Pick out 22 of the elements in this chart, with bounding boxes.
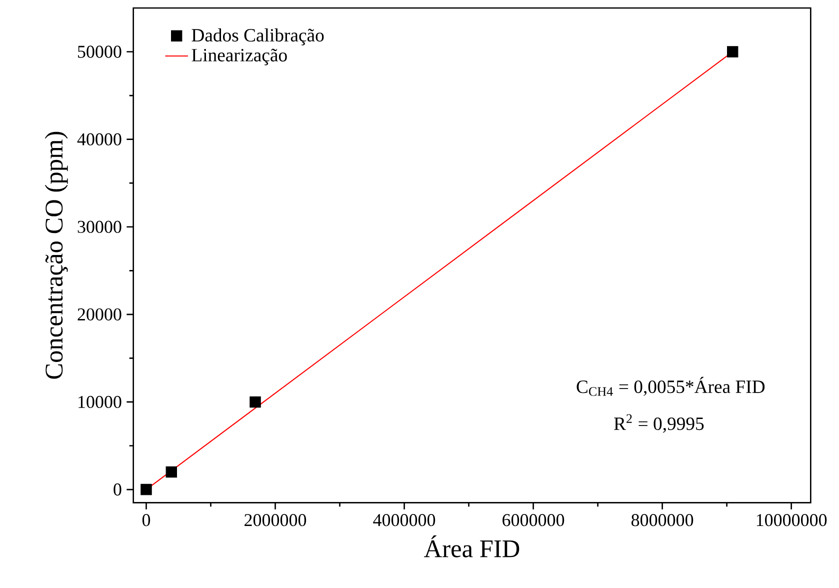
x-axis-title: Área FID [424, 535, 520, 558]
point [250, 396, 261, 408]
point [140, 484, 152, 496]
annotation: R$^{2}$ = 0,9995 [614, 414, 704, 433]
legend-label: Linearização [192, 48, 287, 66]
point [727, 46, 738, 58]
y-axis-title: Concentração CO (ppm) [44, 132, 68, 379]
legend-label: Dados Calibração [192, 28, 324, 46]
x-tick-label: 2000000 [244, 514, 306, 526]
y-tick-label: 0 [114, 483, 122, 496]
y-tick-label: 10000 [78, 396, 122, 408]
y-tick-label: 20000 [78, 308, 122, 320]
y-tick-label: 40000 [77, 133, 122, 146]
x-tick-label: 8000000 [631, 514, 694, 526]
x-tick-label: 6000000 [502, 514, 564, 526]
y-tick-label: 50000 [78, 46, 122, 58]
annotation: C$_{CH4}$ = 0,0055*Área FID [576, 376, 765, 396]
point [166, 466, 177, 478]
x-tick-label: 10000000 [756, 514, 827, 526]
y-tick-label: 30000 [78, 220, 122, 233]
x-tick-label: 4000000 [373, 514, 436, 526]
x-tick-label: 0 [142, 514, 150, 526]
